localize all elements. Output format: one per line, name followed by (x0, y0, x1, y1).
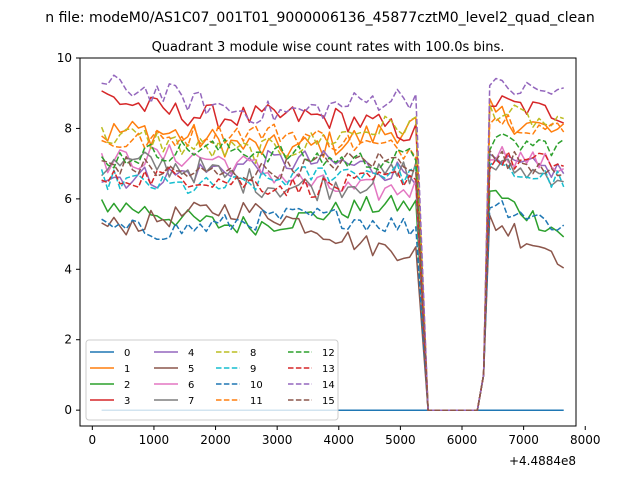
x-tick-label: 7000 (508, 433, 539, 447)
legend-label-14: 14 (322, 380, 335, 391)
legend-label-5: 5 (188, 364, 194, 375)
legend-box (85, 339, 339, 421)
series-line-14 (101, 74, 564, 411)
legend-label-8: 8 (250, 348, 256, 359)
x-tick-label: 5000 (385, 433, 416, 447)
y-tick-label: 10 (57, 51, 72, 65)
y-tick-label: 2 (64, 333, 72, 347)
x-axis-ticks: 0 1000 2000 3000 4000 5000 6000 7000 8000 (89, 426, 601, 447)
legend-label-10: 10 (250, 380, 263, 391)
legend-label-11: 11 (250, 396, 263, 407)
legend-label-7: 7 (188, 396, 194, 407)
legend-label-1: 1 (124, 364, 130, 375)
legend-label-0: 0 (124, 348, 130, 359)
x-tick-label: 0 (89, 433, 97, 447)
figure-suptitle: n file: modeM0/AS1C07_001T01_9000006136_… (45, 10, 594, 26)
legend-label-3: 3 (124, 396, 130, 407)
x-tick-label: 8000 (570, 433, 601, 447)
y-tick-label: 0 (64, 403, 72, 417)
legend-label-13: 13 (322, 364, 335, 375)
y-tick-label: 8 (64, 121, 72, 135)
legend-label-12: 12 (322, 348, 335, 359)
y-tick-label: 4 (64, 262, 72, 276)
x-tick-label: 2000 (200, 433, 231, 447)
x-tick-label: 4000 (324, 433, 355, 447)
legend-label-6: 6 (188, 380, 194, 391)
x-tick-label: 3000 (262, 433, 293, 447)
x-axis-offset-label: +4.4884e8 (509, 454, 576, 468)
legend-label-15: 15 (322, 396, 335, 407)
legend-label-9: 9 (250, 364, 256, 375)
chart-title: Quadrant 3 module wise count rates with … (152, 40, 505, 55)
series-line-10 (101, 200, 565, 411)
y-tick-label: 6 (64, 192, 72, 206)
legend-label-2: 2 (124, 380, 130, 391)
x-tick-label: 6000 (447, 433, 478, 447)
legend-label-4: 4 (188, 348, 194, 359)
plot-lines (100, 74, 565, 411)
axes-frame (79, 57, 577, 427)
x-tick-label: 1000 (139, 433, 170, 447)
y-axis-ticks: 0 2 4 6 8 10 (57, 51, 80, 417)
series-line-15 (101, 149, 564, 411)
